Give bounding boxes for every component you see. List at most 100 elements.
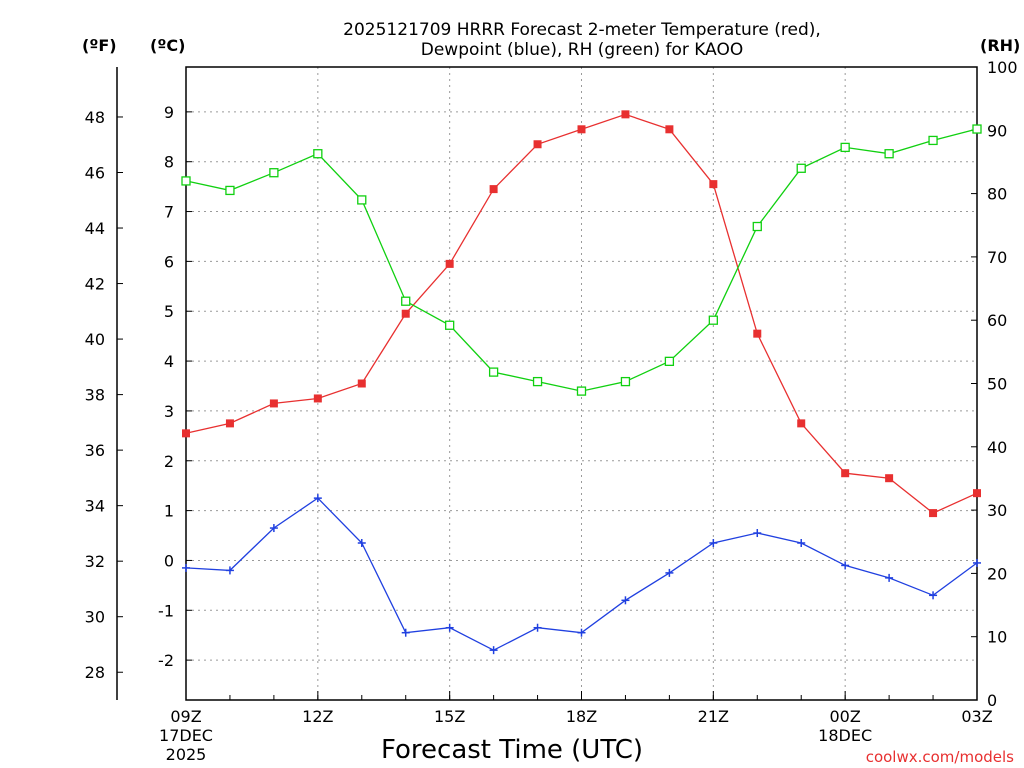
celsius-tick-label: 8: [164, 153, 174, 172]
fahrenheit-tick-label: 30: [85, 608, 105, 627]
temperature-marker: [489, 185, 498, 194]
rh-marker: [488, 367, 499, 377]
temperature-marker: [709, 180, 718, 189]
dewpoint-marker: [182, 563, 190, 572]
temperature-marker: [885, 474, 894, 483]
rh-tick-label: 100: [987, 58, 1018, 77]
dewpoint-marker: [973, 558, 981, 567]
rh-marker: [401, 296, 411, 306]
rh-marker: [269, 168, 279, 178]
temperature-marker: [753, 329, 762, 338]
rh-tick-label: 80: [987, 185, 1007, 204]
temperature-marker: [269, 399, 278, 408]
temperature-marker: [313, 394, 322, 403]
rh-tick-label: 40: [987, 438, 1007, 457]
celsius-tick-label: 2: [164, 452, 174, 471]
rh-tick-label: 10: [987, 628, 1007, 647]
celsius-tick-label: -2: [158, 651, 174, 670]
x-tick-label: 15Z: [434, 707, 465, 726]
fahrenheit-tick-label: 44: [85, 219, 105, 238]
dewpoint-marker: [269, 524, 278, 533]
rh-tick-label: 50: [987, 375, 1007, 394]
x-tick-label: 00Z: [830, 707, 861, 726]
temperature-marker: [841, 469, 850, 478]
temperature-marker: [973, 489, 981, 498]
x-tick-label: 09Z: [170, 707, 201, 726]
fahrenheit-tick-label: 38: [85, 386, 105, 405]
rh-marker: [796, 163, 806, 173]
x-tick-year: 2025: [166, 745, 207, 764]
celsius-tick-label: 9: [164, 103, 174, 122]
celsius-tick-label: 3: [164, 402, 174, 421]
dewpoint-marker: [797, 538, 806, 547]
dewpoint-marker: [709, 538, 718, 547]
dewpoint-marker: [577, 628, 586, 637]
rh-tick-label: 70: [987, 248, 1007, 267]
rh-tick-label: 90: [987, 121, 1007, 140]
axis-ticks: -2-1012345678928303234363840424446480102…: [85, 58, 1018, 764]
x-axis-title: Forecast Time (UTC): [381, 735, 643, 765]
temperature-marker: [577, 125, 586, 134]
fahrenheit-tick-label: 46: [85, 164, 105, 183]
dewpoint-marker: [225, 566, 234, 575]
rh-marker: [181, 176, 191, 186]
chart-title-line2: Dewpoint (blue), RH (green) for KAOO: [421, 40, 744, 60]
fahrenheit-unit-label: (ºF): [82, 36, 117, 55]
celsius-tick-label: 4: [164, 352, 174, 371]
dewpoint-marker: [445, 623, 454, 632]
rh-marker: [313, 149, 323, 159]
dewpoint-marker: [401, 628, 410, 637]
celsius-tick-label: 1: [164, 502, 174, 521]
dewpoint-marker: [841, 561, 850, 570]
temperature-marker: [665, 125, 674, 134]
fahrenheit-tick-label: 40: [85, 330, 105, 349]
rh-marker: [752, 221, 762, 232]
temperature-marker: [182, 429, 190, 438]
rh-marker: [972, 124, 982, 134]
rh-marker: [928, 135, 938, 146]
dewpoint-marker: [929, 591, 938, 600]
rh-marker: [225, 185, 235, 196]
x-tick-date: 18DEC: [818, 726, 872, 745]
celsius-tick-label: 7: [164, 203, 174, 222]
fahrenheit-tick-label: 28: [85, 663, 105, 682]
x-tick-label: 18Z: [566, 707, 597, 726]
dewpoint-marker: [885, 573, 894, 582]
temperature-marker: [357, 379, 366, 388]
rh-tick-label: 20: [987, 564, 1007, 583]
x-tick-label: 03Z: [961, 707, 992, 726]
dewpoint-marker: [665, 568, 674, 577]
temperature-marker: [445, 259, 454, 268]
dewpoint-marker: [533, 623, 542, 632]
dewpoint-marker: [489, 646, 498, 655]
celsius-tick-label: -1: [158, 601, 174, 620]
chart-title-line1: 2025121709 HRRR Forecast 2-meter Tempera…: [343, 20, 821, 40]
rh-marker: [532, 376, 543, 387]
temperature-marker: [401, 309, 410, 318]
temperature-marker: [621, 110, 630, 119]
x-tick-label: 12Z: [302, 707, 333, 726]
fahrenheit-tick-label: 48: [85, 108, 105, 127]
celsius-unit-label: (ºC): [150, 36, 185, 55]
rh-marker: [445, 320, 455, 330]
rh-tick-label: 0: [987, 691, 997, 710]
rh-marker: [576, 386, 587, 396]
rh-marker: [664, 356, 675, 366]
celsius-tick-label: 5: [164, 302, 174, 321]
fahrenheit-tick-label: 42: [85, 275, 105, 294]
celsius-tick-label: 6: [164, 252, 174, 271]
fahrenheit-tick-label: 34: [85, 497, 105, 516]
temperature-marker: [533, 140, 542, 149]
dewpoint-marker: [357, 538, 366, 547]
credit-link[interactable]: coolwx.com/models: [866, 748, 1014, 766]
rh-tick-label: 30: [987, 501, 1007, 520]
rh-marker: [708, 315, 718, 325]
dewpoint-marker: [621, 596, 630, 605]
temperature-marker: [797, 419, 806, 428]
x-tick-label: 21Z: [698, 707, 729, 726]
x-tick-date: 17DEC: [159, 726, 213, 745]
fahrenheit-tick-label: 36: [85, 441, 105, 460]
temperature-marker: [225, 419, 234, 428]
